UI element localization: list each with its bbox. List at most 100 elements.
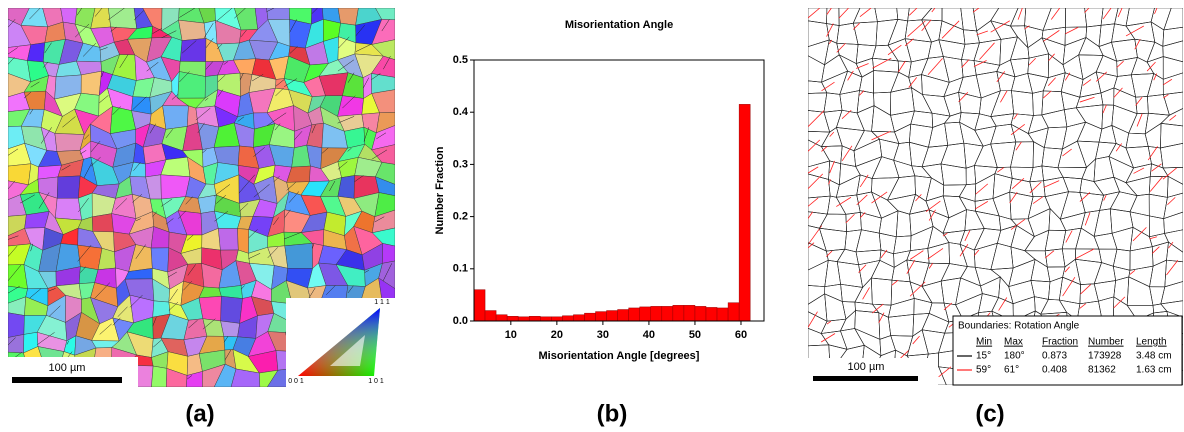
twin-boundary — [84, 134, 90, 140]
twin-boundary — [906, 259, 916, 275]
bar — [738, 104, 751, 322]
twin-boundary — [117, 306, 128, 317]
twin-boundary — [44, 42, 52, 53]
panel-label: (b) — [597, 400, 628, 427]
grain — [808, 92, 828, 113]
grain — [1008, 280, 1035, 305]
twin-boundary — [135, 244, 146, 259]
grain — [371, 19, 395, 45]
grain — [886, 175, 916, 201]
twin-boundary — [998, 297, 1008, 311]
grain — [1113, 276, 1130, 306]
legend-box — [952, 315, 1183, 386]
bar — [573, 314, 585, 322]
grain — [890, 87, 915, 116]
grain — [150, 247, 169, 273]
legend-cell: 173928 — [1088, 351, 1122, 362]
twin-boundary — [871, 191, 888, 204]
grain — [1148, 176, 1169, 198]
twin-boundary — [132, 96, 147, 110]
grain — [931, 112, 951, 128]
twin-boundary — [47, 288, 56, 292]
grain — [230, 368, 261, 387]
twin-boundary — [94, 282, 110, 299]
grain — [202, 363, 226, 387]
twin-boundary — [1133, 167, 1145, 174]
grain — [1111, 104, 1138, 134]
grain — [371, 125, 395, 151]
y-tick-label: 0.3 — [453, 158, 468, 170]
grain — [1163, 192, 1183, 220]
grain — [890, 71, 912, 93]
twin-boundary — [859, 90, 865, 96]
twin-boundary — [1009, 191, 1018, 204]
legend-cell: 1.63 cm — [1136, 365, 1172, 376]
twin-boundary — [942, 232, 948, 237]
twin-boundary — [1115, 143, 1123, 152]
grain — [925, 177, 945, 202]
grain — [958, 183, 977, 202]
grain — [927, 39, 944, 59]
twin-boundary — [167, 271, 177, 278]
legend-cell: 61° — [1004, 365, 1019, 376]
grain — [1029, 165, 1044, 183]
grain — [55, 197, 82, 221]
grain — [824, 293, 847, 322]
twin-boundary — [338, 36, 350, 49]
twin-boundary — [112, 317, 121, 326]
twin-boundary — [927, 248, 944, 260]
grain — [371, 55, 395, 78]
twin-boundary — [129, 294, 143, 308]
legend-cell: 180° — [1004, 351, 1025, 362]
twin-boundary — [37, 332, 55, 346]
grain — [878, 210, 899, 238]
twin-boundary — [8, 47, 18, 55]
twin-boundary — [90, 156, 101, 167]
twin-boundary — [1163, 94, 1169, 99]
twin-boundary — [214, 8, 233, 23]
twin-boundary — [234, 8, 246, 19]
x-tick-label: 10 — [505, 329, 517, 341]
grain — [374, 192, 395, 217]
twin-boundary — [826, 250, 833, 257]
grain — [162, 105, 189, 130]
twin-boundary — [1043, 180, 1060, 188]
grain — [1078, 54, 1104, 81]
twin-boundary — [237, 116, 245, 122]
grain — [974, 210, 1002, 231]
twin-boundary — [119, 54, 129, 68]
grain — [1113, 87, 1138, 115]
twin-boundary — [1102, 8, 1112, 20]
twin-boundary — [40, 127, 52, 144]
grain — [875, 18, 899, 47]
twin-boundary — [1079, 96, 1095, 103]
bar — [716, 307, 729, 322]
twin-boundary — [1113, 87, 1123, 98]
grain — [1162, 40, 1183, 63]
twin-boundary — [941, 20, 960, 39]
scale-bar — [813, 376, 918, 381]
twin-boundary — [1047, 77, 1056, 86]
grain — [808, 39, 830, 66]
twin-boundary — [1113, 296, 1126, 309]
twin-boundary — [1062, 276, 1076, 297]
twin-boundary — [135, 218, 141, 221]
twin-boundary — [826, 320, 832, 325]
scale-text: 100 µm — [848, 361, 885, 373]
grain — [1010, 246, 1036, 269]
grain — [1166, 241, 1183, 263]
twin-boundary — [8, 19, 16, 28]
grain — [974, 173, 996, 202]
twin-boundary — [1146, 61, 1156, 72]
twin-boundary — [1102, 104, 1107, 114]
twin-boundary — [910, 250, 924, 260]
grain — [284, 243, 313, 269]
twin-boundary — [8, 285, 20, 294]
twin-boundary — [1132, 227, 1147, 242]
twin-boundary — [973, 60, 987, 67]
grain — [92, 213, 114, 233]
twin-boundary — [283, 78, 298, 88]
grain — [1160, 281, 1183, 305]
grain — [1125, 163, 1152, 184]
twin-boundary — [283, 231, 302, 240]
